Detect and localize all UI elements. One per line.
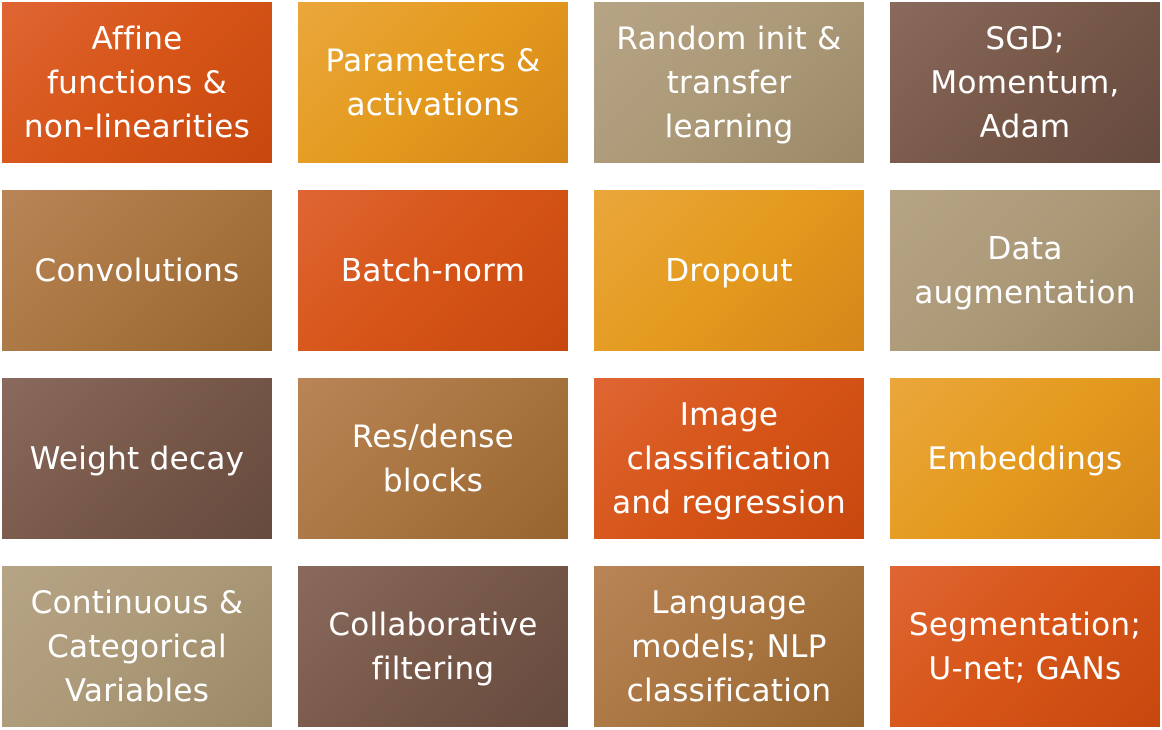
tile-line: Embeddings <box>927 440 1123 477</box>
tile-line: Adam <box>979 108 1071 145</box>
tile-line: blocks <box>382 462 484 499</box>
tile-collaborative-filtering: Collaborative filtering <box>298 566 568 727</box>
tile-line: and regression <box>612 484 846 521</box>
tile-continuous-categorical: Continuous & Categorical Variables <box>2 566 272 727</box>
tile-line: Data <box>987 230 1063 267</box>
tile-line: activations <box>346 86 520 123</box>
tile-language-models: Language models; NLP classification <box>594 566 864 727</box>
tile-line: Affine <box>91 20 183 57</box>
tile-line: Batch-norm <box>340 252 526 289</box>
tile-line: Parameters & <box>325 42 541 79</box>
tile-line: non-linearities <box>23 108 251 145</box>
tile-weight-decay: Weight decay <box>2 378 272 539</box>
tile-line: SGD; <box>985 20 1065 57</box>
tile-line: functions & <box>46 64 228 101</box>
tile-embeddings: Embeddings <box>890 378 1160 539</box>
tile-line: augmentation <box>914 274 1136 311</box>
tile-line: filtering <box>371 650 495 687</box>
tile-line: Random init & <box>616 20 842 57</box>
tile-batch-norm: Batch-norm <box>298 190 568 351</box>
tile-line: Momentum, <box>930 64 1120 101</box>
tile-line: Convolutions <box>34 252 240 289</box>
tile-line: Res/dense <box>351 418 515 455</box>
tile-line: Variables <box>64 672 210 709</box>
tile-line: classification <box>626 440 832 477</box>
tile-line: transfer <box>666 64 792 101</box>
tile-line: Image <box>679 396 779 433</box>
tile-line: Continuous & <box>30 584 244 621</box>
tile-data-augmentation: Data augmentation <box>890 190 1160 351</box>
tile-line: models; NLP <box>631 628 827 665</box>
tile-line: U-net; GANs <box>928 650 1122 687</box>
tile-sgd-momentum-adam: SGD; Momentum, Adam <box>890 2 1160 163</box>
tile-line: Segmentation; <box>908 606 1142 643</box>
tile-affine-functions: Affine functions & non-linearities <box>2 2 272 163</box>
tile-segmentation-unet-gans: Segmentation; U-net; GANs <box>890 566 1160 727</box>
tile-dropout: Dropout <box>594 190 864 351</box>
tile-random-init-transfer: Random init & transfer learning <box>594 2 864 163</box>
tile-res-dense-blocks: Res/dense blocks <box>298 378 568 539</box>
tile-line: Weight decay <box>29 440 245 477</box>
tile-line: Collaborative <box>328 606 538 643</box>
tile-line: learning <box>664 108 794 145</box>
tile-image-classification: Image classification and regression <box>594 378 864 539</box>
tile-line: Categorical <box>47 628 227 665</box>
tile-convolutions: Convolutions <box>2 190 272 351</box>
tile-parameters-activations: Parameters & activations <box>298 2 568 163</box>
tile-line: Language <box>651 584 807 621</box>
tile-line: Dropout <box>665 252 793 289</box>
tile-line: classification <box>626 672 832 709</box>
